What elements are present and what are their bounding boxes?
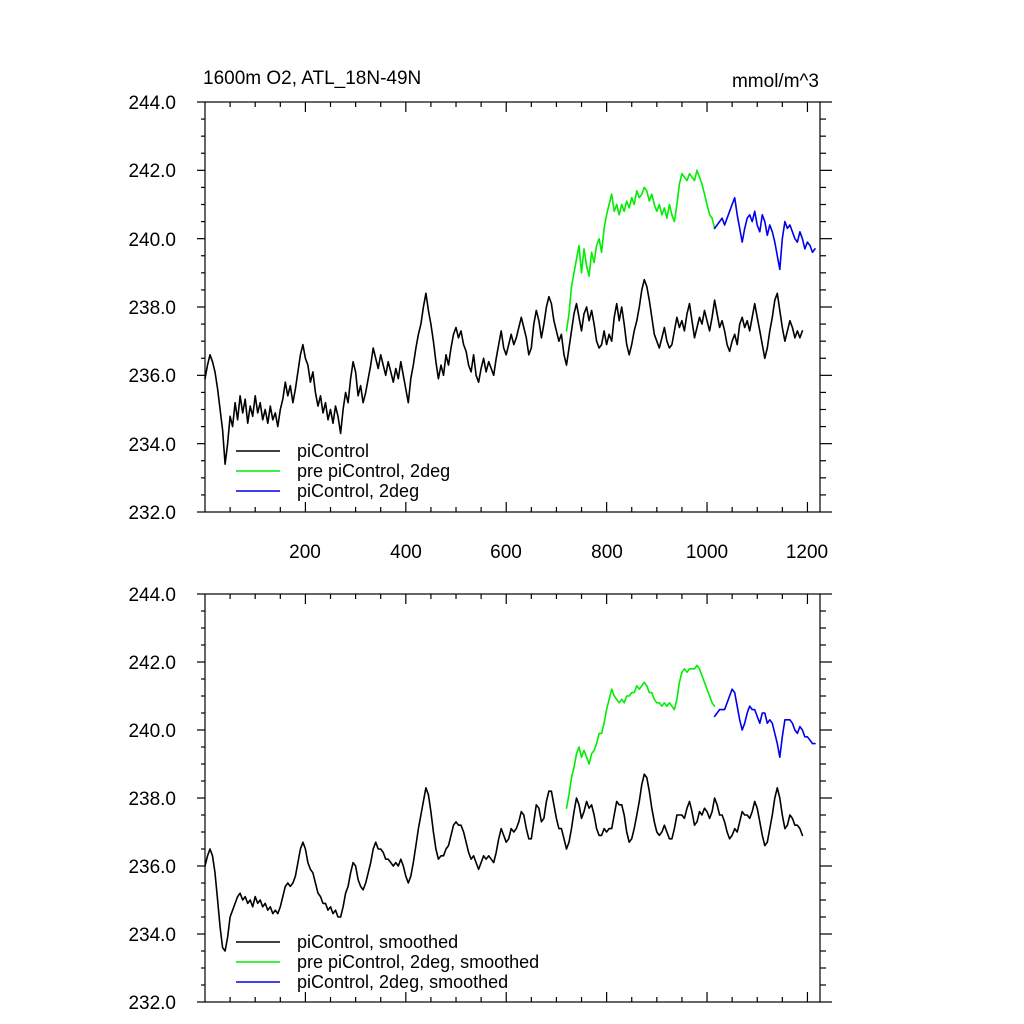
y-tick-label: 234.0: [128, 435, 176, 456]
series-layer: [204, 169, 816, 465]
series-line-picontrol-2deg-smoothed: [713, 688, 816, 758]
x-tick-label: 1000: [686, 542, 728, 563]
y-tick-label: 232.0: [128, 503, 176, 524]
units-label: mmol/m^3: [732, 71, 819, 92]
y-tick-label: 238.0: [128, 789, 176, 810]
chart-title: 1600m O2, ATL_18N-49N: [203, 68, 421, 89]
series-line-picontrol-smoothed: [204, 773, 804, 952]
y-tick-label: 238.0: [128, 298, 176, 319]
y-tick-label: 244.0: [128, 585, 176, 606]
ticks-layer: [197, 101, 832, 513]
y-axis-labels: 232.0 234.0 236.0 238.0 240.0 242.0 244.…: [128, 585, 176, 1014]
x-tick-label: 200: [289, 542, 321, 563]
ticks-layer: [197, 593, 832, 1003]
y-tick-label: 236.0: [128, 857, 176, 878]
y-tick-label: 232.0: [128, 993, 176, 1014]
x-tick-label: 1200: [786, 542, 828, 563]
y-tick-label: 240.0: [128, 230, 176, 251]
series-line-picontrol: [204, 278, 804, 465]
x-axis-labels: 200 400 600 800 1000 1200: [289, 542, 828, 563]
legend-label: piControl, 2deg: [297, 481, 419, 501]
y-tick-label: 242.0: [128, 653, 176, 674]
y-axis-labels: 232.0 234.0 236.0 238.0 240.0 242.0 244.…: [128, 93, 176, 524]
bottom-panel: 232.0 234.0 236.0 238.0 240.0 242.0 244.…: [128, 585, 832, 1014]
y-tick-label: 234.0: [128, 925, 176, 946]
legend-label: piControl, 2deg, smoothed: [297, 972, 508, 992]
series-line-picontrol-2deg: [713, 196, 816, 271]
y-tick-label: 240.0: [128, 721, 176, 742]
legend-label: pre piControl, 2deg: [297, 461, 450, 481]
top-panel: 1600m O2, ATL_18N-49N mmol/m^3 232.0 234…: [128, 68, 832, 563]
x-tick-label: 800: [591, 542, 623, 563]
series-line-pre-picontrol-2deg: [565, 169, 716, 332]
series-layer: [204, 664, 816, 952]
legend-label: pre piControl, 2deg, smoothed: [297, 952, 539, 972]
y-tick-label: 244.0: [128, 93, 176, 114]
x-tick-label: 400: [390, 542, 422, 563]
legend: piControl, smoothed pre piControl, 2deg,…: [236, 932, 539, 992]
legend-label: piControl: [297, 441, 369, 461]
x-tick-label: 600: [490, 542, 522, 563]
legend: piControl pre piControl, 2deg piControl,…: [236, 441, 450, 501]
y-tick-label: 236.0: [128, 366, 176, 387]
series-line-pre-picontrol-2deg-smoothed: [565, 664, 716, 809]
y-tick-label: 242.0: [128, 161, 176, 182]
legend-label: piControl, smoothed: [297, 932, 458, 952]
